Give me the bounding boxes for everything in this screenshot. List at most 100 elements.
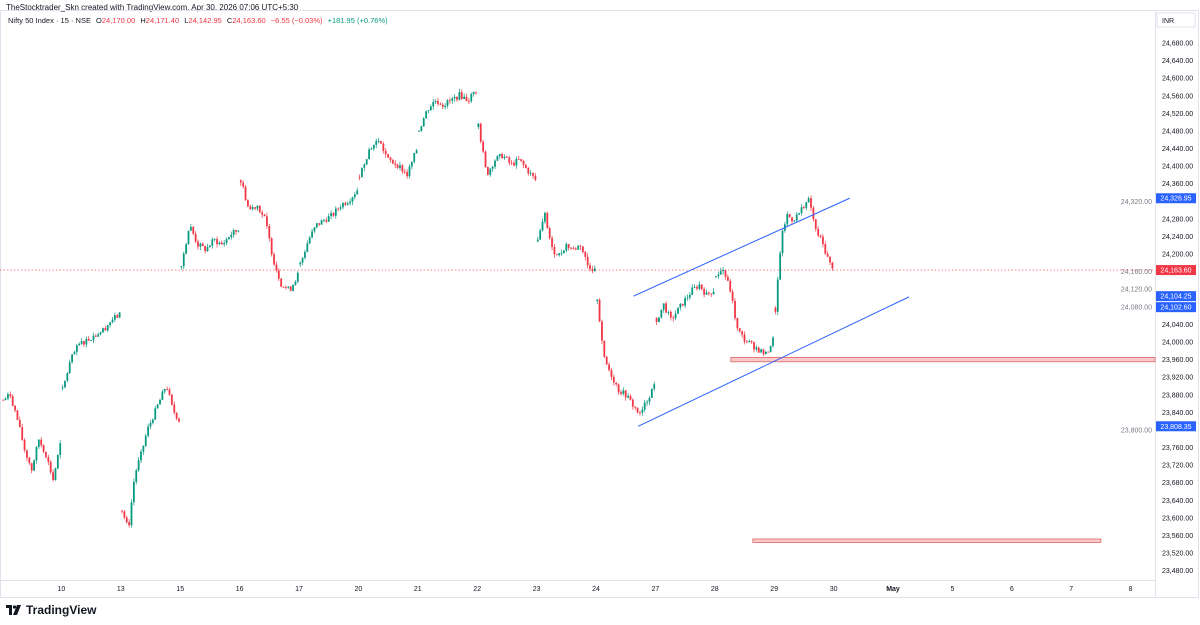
candle-body (422, 118, 425, 127)
candle-body (425, 111, 428, 119)
price-badge (1156, 291, 1196, 302)
candle-body (66, 373, 69, 381)
candle-body (356, 190, 359, 195)
candle-body (244, 186, 247, 201)
candle-body (812, 207, 815, 220)
candle-body (463, 96, 466, 99)
candle-body (61, 387, 64, 389)
symbol-title[interactable]: Nifty 50 Index · 15 · NSE (8, 16, 91, 25)
candle-body (83, 341, 85, 345)
y-tick-label: 23,640.00 (1162, 498, 1193, 505)
candle-body (710, 293, 713, 295)
candle-body (567, 244, 570, 248)
y-tick-label: 24,120.00 (1121, 287, 1152, 294)
candle-body (615, 382, 618, 385)
y-tick-label: 24,280.00 (1162, 216, 1193, 223)
candle-body (631, 399, 634, 407)
candle-body (605, 356, 608, 365)
candle-body (273, 254, 275, 265)
x-tick-label: 21 (414, 586, 422, 593)
candle-body (173, 404, 176, 413)
candle-body (612, 376, 615, 383)
candle-body (781, 230, 784, 254)
y-tick-label: 23,840.00 (1162, 410, 1193, 417)
high-value: 24,171.40 (145, 16, 180, 25)
candle-body (223, 242, 226, 245)
price-badge-label: 24,104.25 (1160, 294, 1191, 301)
chart-attribution: TheStocktrader_Skn created with TradingV… (6, 3, 299, 12)
candle-body (639, 412, 641, 414)
y-tick-label: 24,040.00 (1162, 322, 1193, 329)
currency-box[interactable] (1156, 12, 1196, 28)
candle-body (793, 220, 796, 222)
low-label: L (184, 16, 189, 25)
open-value: 24,170.00 (101, 16, 136, 25)
y-tick-label: 23,760.00 (1162, 445, 1193, 452)
candle-body (541, 221, 544, 231)
candle-body (817, 228, 820, 236)
candle-body (555, 254, 558, 256)
candle-body (712, 291, 715, 295)
tradingview-logo[interactable]: TradingView (6, 603, 96, 617)
candle-body (470, 94, 473, 102)
candle-body (456, 96, 458, 100)
candle-body (724, 269, 727, 277)
candlestick-chart[interactable]: INR 24,680.00 24,640.00 24,600.00 24,560.00… (0, 0, 1200, 600)
candle-body (154, 408, 157, 420)
candle-body (506, 156, 508, 158)
candle-body (116, 315, 119, 318)
candle-body (21, 427, 24, 441)
candle-body (37, 439, 40, 447)
candle-body (525, 164, 527, 168)
candle-body (230, 234, 233, 238)
currency-label: INR (1162, 18, 1174, 25)
candle-body (774, 307, 777, 312)
candle-body (484, 151, 487, 168)
candle-body (577, 245, 580, 250)
candle-body (494, 160, 496, 167)
candle-body (705, 292, 708, 295)
candle-body (601, 321, 603, 341)
candle-body (209, 245, 211, 248)
candle-body (247, 200, 249, 207)
candle-body (560, 252, 563, 254)
candle-body (270, 238, 273, 255)
candle-body (596, 299, 599, 302)
candle-body (620, 392, 622, 394)
y-tick-label: 24,320.00 (1121, 199, 1152, 206)
x-tick-label: 24 (592, 586, 600, 593)
candle-body (489, 168, 492, 175)
candle-body (396, 164, 399, 168)
candle-body (180, 266, 183, 268)
candle-body (2, 399, 5, 401)
candle-body (166, 389, 169, 390)
candle-body (598, 299, 601, 322)
candle-body (788, 214, 791, 218)
candle-body (643, 402, 646, 410)
candle-body (189, 226, 192, 231)
candle-body (197, 241, 199, 247)
x-tick-label: 13 (117, 586, 125, 593)
candle-body (669, 311, 672, 318)
ohlc-legend: Nifty 50 Index · 15 · NSE O24,170.00 H24… (8, 16, 388, 25)
candle-body (738, 328, 741, 332)
candle-body (268, 225, 271, 239)
candle-body (548, 228, 551, 239)
candle-body (211, 239, 214, 246)
candle-body (261, 212, 264, 215)
candle-body (308, 237, 311, 244)
candle-body (78, 343, 81, 346)
candle-body (750, 340, 753, 343)
candle-body (629, 395, 632, 400)
candle-body (194, 233, 197, 242)
candle-body (510, 162, 513, 164)
y-tick-label: 24,360.00 (1162, 181, 1193, 188)
candle-body (304, 251, 306, 258)
candle-body (803, 207, 805, 209)
candle-body (672, 317, 675, 319)
candle-body (458, 92, 461, 100)
candle-body (795, 214, 798, 221)
candle-body (330, 213, 332, 217)
day-change-value: +181.95 (+0.76%) (327, 16, 388, 25)
candle-body (47, 457, 50, 462)
